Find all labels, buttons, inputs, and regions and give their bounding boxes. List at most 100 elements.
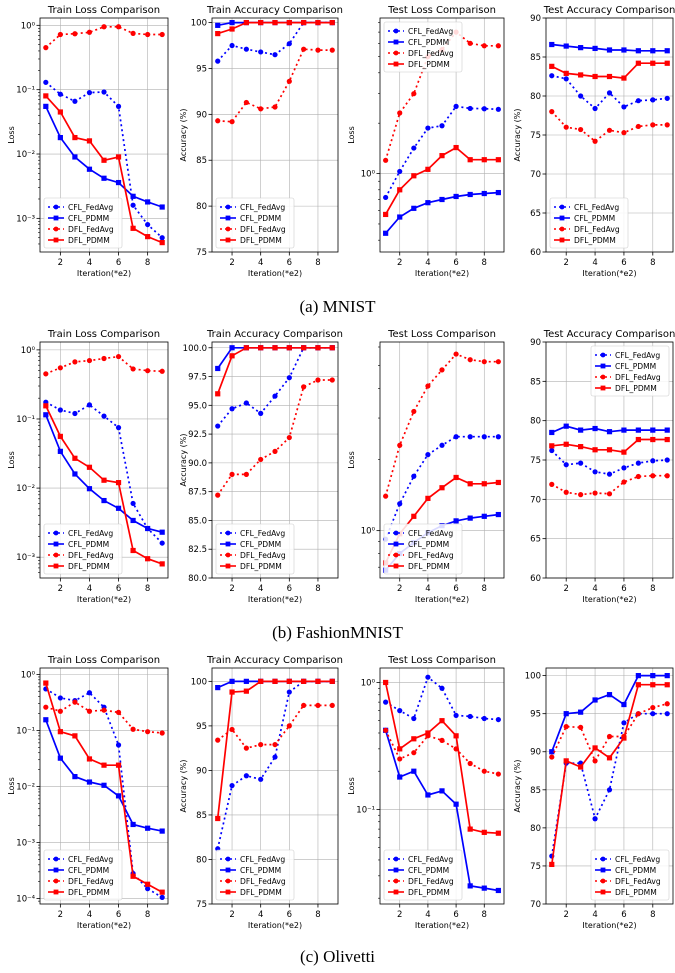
data-point-cfl-fedavg: [258, 49, 264, 55]
data-point-cfl-pdmm: [563, 423, 569, 429]
data-point-cfl-fedavg: [229, 42, 235, 49]
data-point-dfl-pdmm: [130, 225, 136, 231]
series-line-dfl-fedavg: [45, 701, 163, 734]
data-point-cfl-fedavg: [621, 465, 627, 471]
data-point-cfl-fedavg: [159, 235, 165, 241]
data-point-dfl-pdmm: [383, 679, 389, 686]
legend-box: [215, 197, 295, 249]
series-line-dfl-fedavg: [551, 111, 668, 143]
plot-area: [43, 353, 165, 567]
y-tick-label: 90: [530, 748, 541, 758]
data-point-cfl-pdmm: [664, 427, 670, 433]
data-point-cfl-pdmm: [159, 529, 165, 535]
data-point-cfl-pdmm: [243, 678, 249, 684]
y-tick-label: 10⁰: [21, 21, 36, 31]
data-point-dfl-fedavg: [606, 733, 613, 740]
data-point-dfl-pdmm: [43, 93, 49, 99]
y-tick-label: 65: [530, 209, 541, 219]
data-point-cfl-pdmm: [130, 517, 136, 524]
legend-box: [383, 849, 463, 901]
data-point-dfl-pdmm: [467, 157, 473, 163]
data-point-dfl-pdmm: [425, 495, 431, 501]
legend-marker-cfl-pdmm: [600, 363, 606, 369]
data-point-cfl-fedavg: [606, 90, 613, 96]
data-point-dfl-pdmm: [606, 755, 613, 761]
legend-box: [215, 849, 295, 901]
data-point-dfl-fedavg: [86, 357, 93, 364]
legend-label-dfl-pdmm: DFL_PDMM: [240, 236, 282, 245]
legend-box: [43, 849, 123, 901]
x-axis-label: Iteration(*e2): [582, 269, 636, 278]
data-point-dfl-pdmm: [215, 391, 221, 397]
legend-label-dfl-pdmm: DFL_PDMM: [68, 888, 110, 897]
legend-marker-dfl-fedavg: [53, 226, 59, 232]
data-point-dfl-pdmm: [258, 678, 264, 684]
legend-label-dfl-pdmm: DFL_PDMM: [240, 888, 282, 897]
data-point-cfl-fedavg: [578, 460, 584, 466]
data-point-dfl-fedavg: [72, 359, 78, 365]
data-point-cfl-pdmm: [43, 717, 49, 723]
data-point-dfl-fedavg: [635, 711, 641, 717]
data-point-dfl-pdmm: [286, 19, 292, 26]
y-tick-label: 10⁻¹: [16, 726, 35, 736]
y-tick-label: 10⁻³: [16, 553, 35, 563]
data-point-cfl-fedavg: [481, 715, 487, 722]
plot-frame: [379, 341, 505, 579]
data-point-cfl-pdmm: [57, 448, 63, 454]
legend-box: [215, 523, 295, 575]
y-tick-label: 85: [530, 377, 541, 387]
data-point-dfl-fedavg: [243, 745, 249, 751]
chart-title: Test Accuracy Comparison: [543, 329, 675, 340]
legend-marker-cfl-fedavg: [225, 856, 231, 862]
data-point-cfl-fedavg: [86, 402, 93, 408]
y-axis-label: Accuracy (%): [513, 109, 522, 162]
x-tick-label: 6: [453, 584, 458, 594]
legend-marker-cfl-fedavg: [393, 28, 399, 34]
chart-panel-2: 2 4 6 8 10⁰ Test Loss Comparison Iteration(*e2…: [347, 5, 505, 278]
legend-label-dfl-pdmm: DFL_PDMM: [408, 60, 450, 69]
data-point-dfl-fedavg: [467, 40, 473, 46]
legend-marker-dfl-fedavg: [225, 226, 231, 232]
data-point-cfl-pdmm: [439, 196, 445, 203]
y-axis-label: Loss: [7, 451, 16, 469]
data-point-dfl-fedavg: [159, 368, 165, 374]
data-point-cfl-fedavg: [383, 699, 389, 705]
data-point-dfl-pdmm: [411, 513, 417, 519]
data-point-cfl-pdmm: [229, 678, 235, 684]
y-tick-label: 80: [196, 202, 207, 212]
legend-label-cfl-pdmm: CFL_PDMM: [615, 362, 656, 371]
data-point-cfl-fedavg: [115, 103, 122, 109]
data-point-cfl-fedavg: [229, 782, 235, 789]
data-point-cfl-fedavg: [453, 103, 459, 109]
data-point-dfl-fedavg: [383, 727, 389, 733]
data-point-dfl-fedavg: [43, 45, 49, 51]
series-line-cfl-fedavg: [217, 346, 333, 427]
data-point-dfl-fedavg: [272, 104, 278, 110]
x-axis-label: Iteration(*e2): [77, 269, 131, 278]
caption-olivetti: (c) Olivetti: [299, 947, 376, 966]
data-point-cfl-pdmm: [664, 673, 670, 679]
x-tick-label: 8: [315, 910, 320, 920]
legend-label-dfl-pdmm: DFL_PDMM: [408, 562, 450, 571]
legend-marker-cfl-pdmm: [559, 215, 565, 221]
legend-label-cfl-pdmm: CFL_PDMM: [615, 866, 656, 875]
plot-frame: [379, 17, 505, 253]
data-point-dfl-fedavg: [481, 43, 487, 49]
data-point-dfl-fedavg: [301, 46, 307, 52]
chart-panel-10: 2 4 6 8 10⁻¹ 10⁰ Test Loss Comparison Iteration…: [347, 655, 505, 930]
y-tick-label: 100: [191, 677, 207, 687]
y-axis-label: Loss: [347, 777, 356, 795]
data-point-cfl-pdmm: [86, 486, 93, 492]
data-point-cfl-fedavg: [145, 886, 151, 892]
legend-marker-cfl-fedavg: [53, 204, 59, 210]
legend: CFL_FedAvg CFL_PDMM DFL_FedAvg DFL_PDMM: [383, 523, 463, 575]
data-point-cfl-fedavg: [101, 413, 107, 419]
x-tick-label: 2: [397, 910, 402, 920]
data-point-dfl-fedavg: [578, 492, 584, 498]
legend-label-cfl-pdmm: CFL_PDMM: [240, 540, 281, 549]
data-point-dfl-pdmm: [72, 455, 78, 461]
data-point-cfl-pdmm: [57, 134, 63, 141]
data-point-dfl-fedavg: [664, 122, 670, 128]
data-point-cfl-pdmm: [439, 788, 445, 794]
data-point-cfl-fedavg: [229, 406, 235, 412]
